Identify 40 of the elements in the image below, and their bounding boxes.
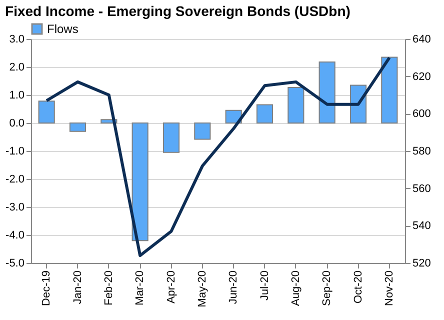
y-tick-label: 0.0 — [9, 118, 24, 130]
bar — [194, 122, 211, 140]
x-tick-label: Nov-20 — [383, 270, 396, 306]
bar — [69, 122, 86, 132]
y-tick-label: -2.0 — [6, 174, 24, 186]
y-tick-label: 3.0 — [9, 34, 24, 46]
y-tick-label: -1.0 — [6, 146, 24, 158]
bar — [381, 56, 398, 124]
y2-tick-label: 540 — [412, 220, 431, 232]
y-tick-label: -4.0 — [6, 230, 24, 242]
bar — [318, 61, 336, 124]
line-series — [45, 56, 391, 258]
x-tick-label: Sep-20 — [321, 270, 334, 306]
y2-tick-label: 560 — [412, 182, 431, 195]
x-tick-label: Aug-20 — [290, 270, 302, 306]
bar — [132, 122, 148, 242]
bar — [38, 100, 55, 124]
y-tick-label: -5.0 — [6, 258, 24, 270]
x-tick-label: Apr-20 — [165, 270, 178, 304]
x-tick-label: Mar-20 — [134, 270, 146, 306]
y-tick-label: -3.0 — [6, 202, 24, 214]
chart-title: Fixed Income - Emerging Sovereign Bonds (USDbn) — [5, 3, 350, 19]
legend-label: Flows — [47, 22, 78, 36]
x-tick-label: Jan-20 — [72, 270, 84, 304]
y2-tick-label: 600 — [412, 108, 431, 120]
bar — [256, 104, 274, 124]
x-tick-label: May-20 — [196, 270, 208, 308]
bar — [162, 122, 180, 153]
x-tick-label: Oct-20 — [352, 270, 364, 304]
y2-tick-label: 620 — [412, 70, 431, 83]
x-tick-label: Feb-20 — [102, 270, 115, 306]
y-tick-label: 2.0 — [9, 62, 24, 74]
y2-tick-label: 640 — [412, 34, 431, 46]
x-tick-label: Jun-20 — [228, 270, 240, 304]
x-tick-label: Dec-19 — [40, 270, 53, 306]
y-tick-label: 1.0 — [9, 90, 24, 102]
y2-tick-label: 520 — [412, 258, 431, 270]
y2-tick-label: 580 — [412, 146, 431, 158]
x-tick-label: Jul-20 — [258, 270, 271, 300]
bar — [288, 86, 304, 124]
